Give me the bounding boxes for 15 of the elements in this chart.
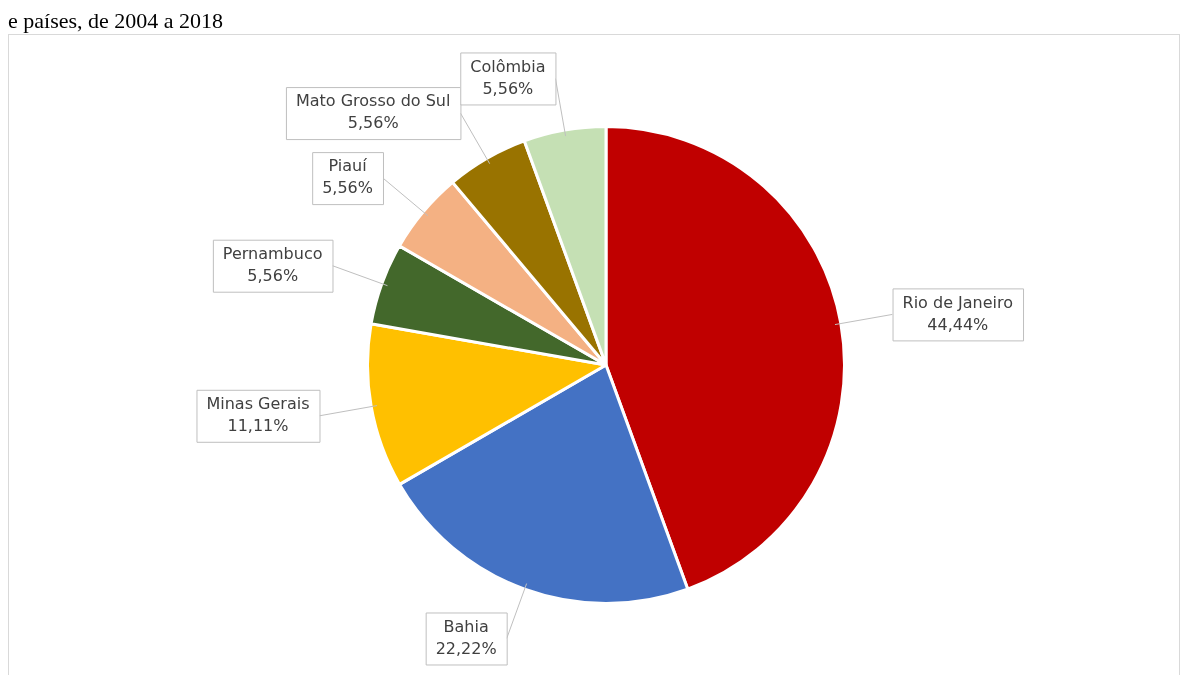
data-label: 5,56% — [347, 113, 399, 133]
chart-title: e países, de 2004 a 2018 — [8, 8, 225, 34]
slice-label: Mato Grosso do Sul — [295, 91, 451, 111]
slice-label: Pernambuco — [222, 243, 323, 263]
slice-label: Rio de Janeiro — [902, 292, 1014, 312]
data-label: 22,22% — [435, 638, 497, 658]
data-label: 5,56% — [322, 178, 373, 198]
slice-label: Colômbia — [470, 56, 546, 76]
data-label: 11,11% — [227, 415, 289, 435]
slice-label: Bahia — [443, 616, 489, 636]
slice-label: Minas Gerais — [206, 393, 310, 413]
data-label: 5,56% — [247, 265, 299, 285]
data-label: 5,56% — [482, 78, 534, 98]
slice-label: Piauí — [328, 156, 368, 176]
data-label: 44,44% — [927, 314, 989, 334]
